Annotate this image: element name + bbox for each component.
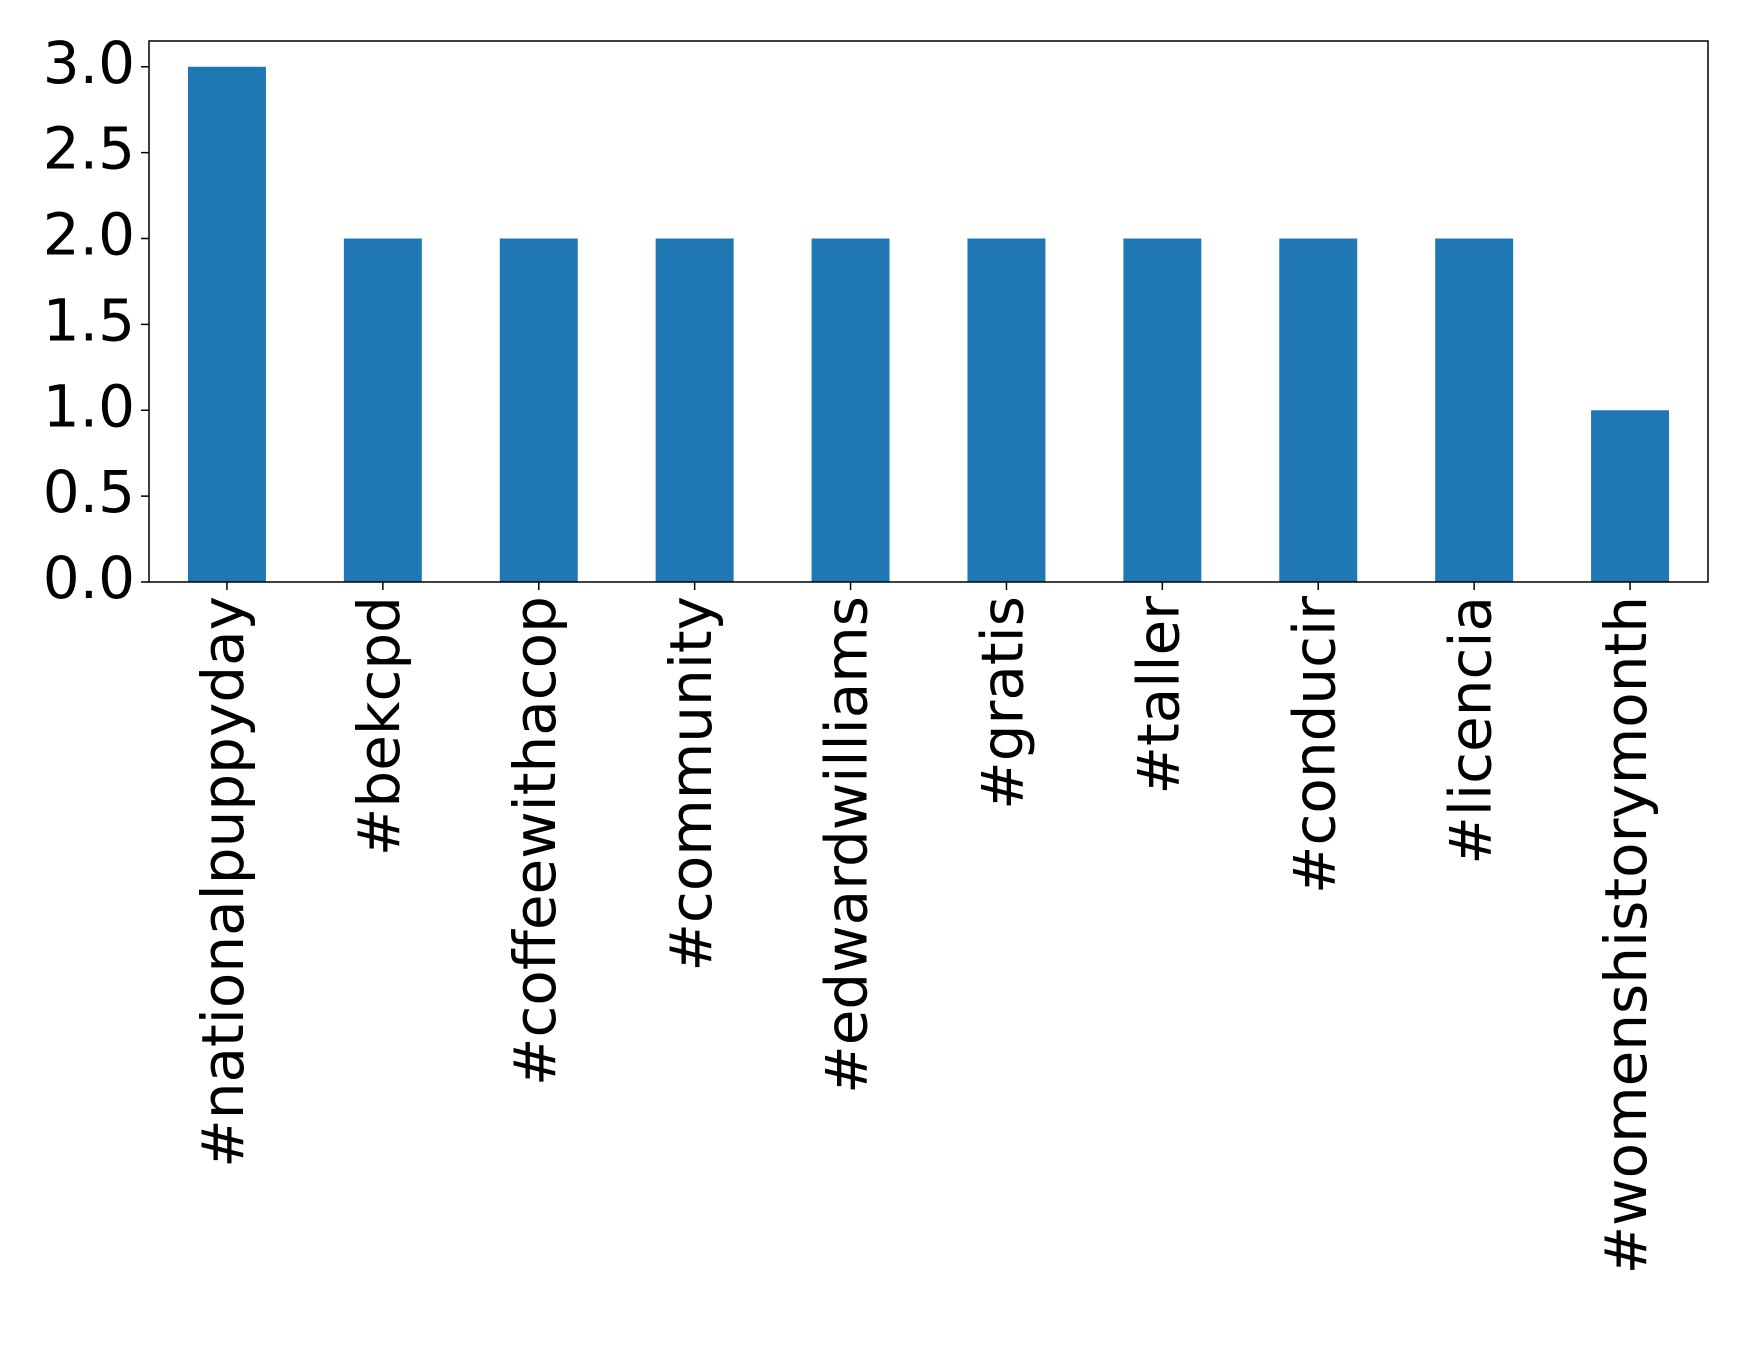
x-tick-label: #licencia [1436, 596, 1504, 865]
y-tick-label: 3.0 [43, 29, 135, 97]
x-tick-label: #edwardwilliams [813, 596, 881, 1094]
y-tick-label: 0.5 [43, 458, 135, 526]
bar [187, 66, 266, 582]
bar [1279, 238, 1358, 582]
bar [967, 238, 1046, 582]
x-tick-label: #bekcpd [345, 596, 413, 856]
x-tick-label: #conducir [1280, 596, 1348, 894]
bar [655, 238, 734, 582]
bar [1591, 410, 1670, 582]
x-tick-label: #coffeewithacop [501, 596, 569, 1086]
x-tick-label: #gratis [969, 596, 1037, 810]
y-tick-label: 2.5 [43, 115, 135, 183]
bar [1123, 238, 1202, 582]
y-tick-label: 2.0 [43, 201, 135, 269]
x-tick-label: #community [657, 596, 725, 972]
bar [1435, 238, 1514, 582]
x-tick-label: #taller [1124, 596, 1192, 795]
bar [499, 238, 578, 582]
x-tick-label: #womenshistorymonth [1592, 596, 1660, 1274]
plot-frame [148, 40, 1709, 583]
y-tick-label: 0.0 [43, 544, 135, 612]
bar [343, 238, 422, 582]
y-tick-label: 1.0 [43, 372, 135, 440]
bar [811, 238, 890, 582]
x-tick-label: #nationalpuppyday [189, 596, 257, 1168]
y-tick-label: 1.5 [43, 286, 135, 354]
